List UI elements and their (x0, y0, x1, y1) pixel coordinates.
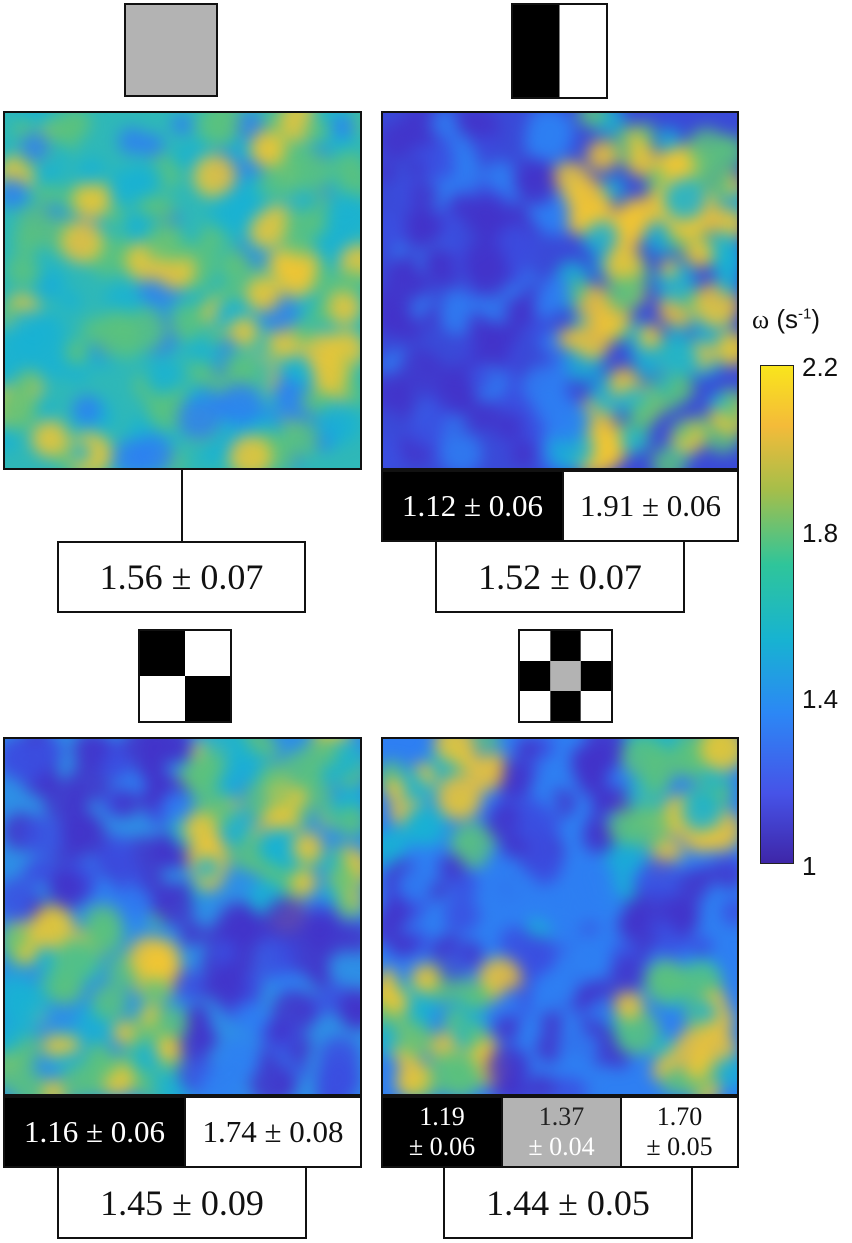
colorbar-tick-label: 1.4 (802, 684, 839, 714)
heatmap-cross (381, 737, 739, 1096)
region-value-white: 1.91 ± 0.06 (562, 470, 739, 542)
region-value-black: 1.16 ± 0.06 (3, 1096, 186, 1168)
colorbar-tick-label: 1 (802, 851, 817, 881)
mean-value-halves: 1.52 ± 0.07 (435, 540, 685, 613)
mean-value-cross: 1.44 ± 0.05 (443, 1166, 693, 1239)
colorbar-tick-label: 1.8 (802, 518, 839, 548)
pattern-icon-checker (138, 629, 232, 723)
mean-value-uniform: 1.56 ± 0.07 (57, 541, 306, 613)
heatmap-halves (381, 111, 739, 470)
heatmap-uniform (3, 111, 362, 470)
heatmap-checker (3, 737, 362, 1096)
mean-value-checker: 1.45 ± 0.09 (57, 1166, 307, 1239)
pattern-icon-uniform (124, 3, 218, 97)
region-value-white: 1.70 ± 0.05 (620, 1096, 739, 1168)
colorbar-title: ω (s-1) (752, 304, 821, 334)
region-value-black: 1.19 ± 0.06 (381, 1096, 503, 1168)
pattern-icon-halves (511, 3, 608, 99)
colorbar-tick-label: 2.2 (802, 352, 839, 382)
connector-line (181, 470, 183, 543)
region-value-white: 1.74 ± 0.08 (184, 1096, 362, 1168)
region-value-gray: 1.37 ± 0.04 (501, 1096, 622, 1168)
colorbar (760, 365, 794, 864)
pattern-icon-cross (518, 629, 613, 723)
region-value-black: 1.12 ± 0.06 (381, 470, 564, 542)
